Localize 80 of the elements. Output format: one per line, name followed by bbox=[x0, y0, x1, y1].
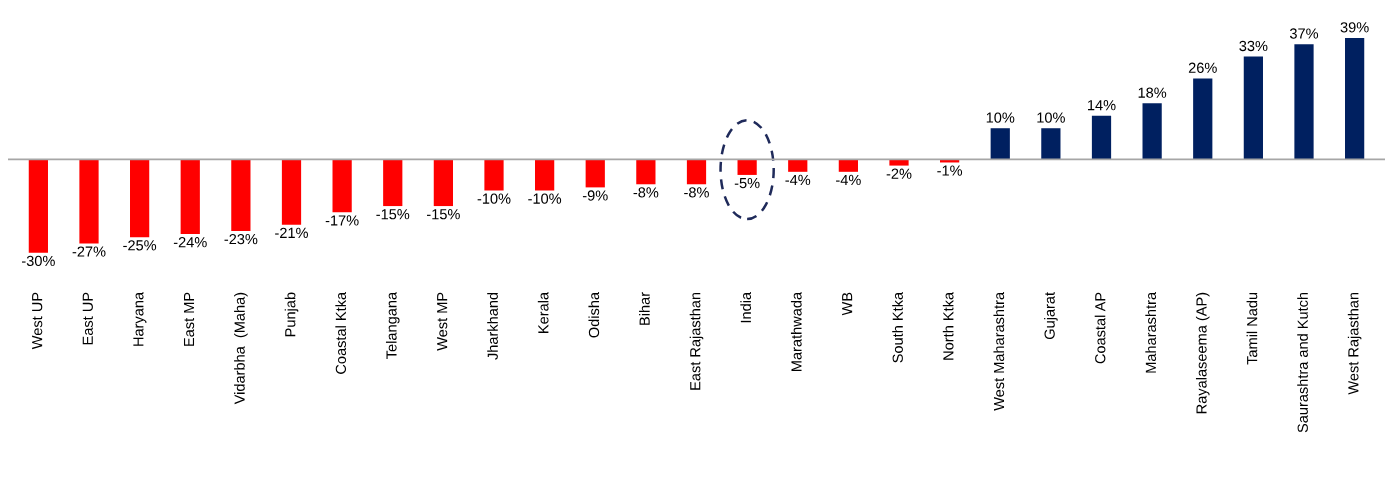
data-label: -10% bbox=[477, 193, 511, 204]
bar bbox=[180, 159, 200, 235]
bar bbox=[535, 159, 555, 191]
x-tick-label: Coastal AP bbox=[1094, 292, 1106, 364]
bar bbox=[1294, 44, 1314, 160]
x-tick-label: Telangana bbox=[385, 291, 400, 359]
x-tick-label: Coastal Ktka bbox=[335, 291, 347, 374]
bar bbox=[990, 128, 1010, 160]
data-label: 10% bbox=[1037, 112, 1065, 123]
bar bbox=[79, 159, 99, 244]
x-tick-label: Odisha bbox=[588, 291, 600, 338]
data-label: -5% bbox=[734, 177, 760, 189]
x-tick-label: Tamil Nadu bbox=[1246, 292, 1258, 365]
data-label: -15% bbox=[427, 209, 460, 220]
x-tick-label: Kerala bbox=[537, 291, 549, 333]
data-label: 10% bbox=[986, 112, 1015, 123]
data-label: -27% bbox=[72, 246, 106, 257]
x-tick-label: West Rajasthan bbox=[1347, 292, 1362, 395]
data-label: -25% bbox=[123, 240, 157, 251]
data-label: -17% bbox=[325, 215, 359, 226]
data-label: -4% bbox=[785, 174, 811, 186]
data-label: -2% bbox=[886, 168, 912, 179]
x-tick-label: Haryana bbox=[133, 291, 147, 346]
data-label: -24% bbox=[173, 237, 207, 248]
data-label: 14% bbox=[1088, 100, 1116, 111]
x-tick-label: Saurashtra and Kutch bbox=[1297, 292, 1308, 433]
data-label: -15% bbox=[376, 209, 410, 220]
x-tick-label: Maharashtra bbox=[1145, 291, 1157, 373]
data-label: 37% bbox=[1289, 28, 1319, 39]
x-tick-label: East MP bbox=[183, 292, 195, 346]
x-tick-label: Marathwada bbox=[790, 291, 802, 371]
data-label: -1% bbox=[937, 165, 963, 176]
x-tick-label: Punjab bbox=[284, 292, 299, 337]
x-tick-label: Gujarat bbox=[1044, 292, 1058, 340]
x-tick-label: Bihar bbox=[639, 292, 650, 325]
data-label: -8% bbox=[684, 187, 709, 198]
bar bbox=[686, 159, 707, 185]
bar bbox=[1193, 78, 1213, 160]
x-tick-label: West UP bbox=[32, 292, 43, 350]
bar bbox=[383, 159, 403, 207]
bar bbox=[1142, 103, 1162, 160]
x-tick-label: South Ktka bbox=[892, 291, 903, 363]
bar bbox=[889, 159, 909, 166]
bar bbox=[332, 159, 352, 213]
bar bbox=[231, 159, 251, 231]
data-label: 39% bbox=[1340, 22, 1369, 33]
bar bbox=[1243, 56, 1263, 160]
data-label: -9% bbox=[582, 190, 608, 201]
x-tick-label: North Ktka bbox=[942, 291, 954, 360]
data-label: -10% bbox=[528, 193, 562, 204]
data-label: 18% bbox=[1138, 87, 1167, 98]
data-label: 33% bbox=[1239, 40, 1268, 52]
data-label: -23% bbox=[224, 233, 258, 245]
x-tick-label: Rayalaseema (AP) bbox=[1195, 292, 1210, 414]
x-tick-label: East Rajasthan bbox=[689, 292, 704, 390]
bar bbox=[433, 159, 453, 207]
bar bbox=[585, 159, 605, 188]
bar bbox=[281, 159, 302, 225]
bar bbox=[838, 159, 858, 172]
x-tick-label: East UP bbox=[82, 292, 93, 345]
bar bbox=[636, 159, 656, 185]
data-label: -8% bbox=[633, 187, 659, 198]
bar bbox=[484, 159, 504, 191]
x-tick-label: West Maharashtra bbox=[993, 291, 1005, 411]
data-label: 26% bbox=[1188, 62, 1217, 73]
bar bbox=[737, 159, 757, 175]
data-label: -30% bbox=[22, 255, 55, 267]
x-tick-label: Jharkhand bbox=[487, 292, 498, 360]
data-label: -21% bbox=[275, 227, 308, 238]
bar bbox=[28, 159, 48, 253]
bar bbox=[130, 159, 150, 238]
x-tick-label: WB bbox=[842, 292, 853, 316]
bar bbox=[1345, 37, 1365, 160]
bar bbox=[1041, 128, 1061, 160]
x-tick-label: Vidarbha (Maha) bbox=[234, 292, 248, 405]
bar bbox=[788, 159, 808, 172]
data-label: -4% bbox=[836, 174, 861, 186]
x-tick-label: West MP bbox=[437, 292, 448, 351]
bar bbox=[1091, 115, 1112, 160]
x-tick-label: India bbox=[740, 291, 752, 323]
